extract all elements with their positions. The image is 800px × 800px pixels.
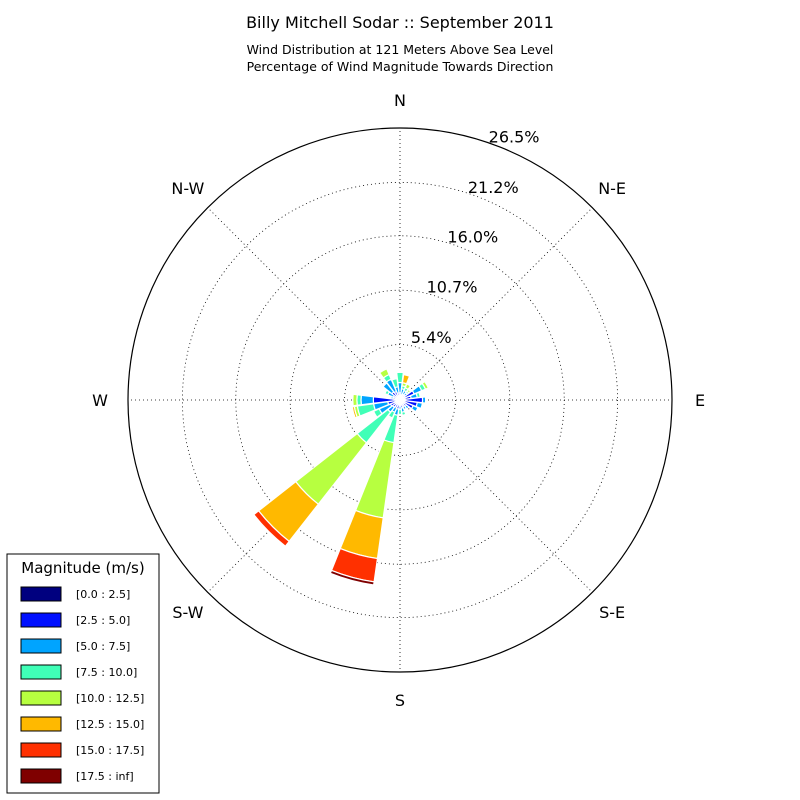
radial-tick-label-3: 21.2%	[468, 178, 519, 197]
grid-spoke-s-e	[399, 399, 593, 593]
legend-swatch-1	[20, 612, 62, 628]
legend: Magnitude (m/s) [0.0 : 2.5] [2.5 : 5.0] [5…	[6, 553, 160, 794]
wind-bar-dir270-bin2	[360, 394, 375, 406]
direction-label-n-w: N-W	[171, 179, 204, 198]
direction-label-s-e: S-E	[599, 603, 625, 622]
legend-label-7: [17.5 : inf]	[76, 770, 134, 783]
legend-title: Magnitude (m/s)	[21, 559, 144, 577]
wind-bar-dir255-bin5	[351, 405, 358, 419]
legend-label-4: [10.0 : 12.5]	[76, 692, 144, 705]
legend-swatch-0	[20, 586, 62, 602]
legend-swatch-5	[20, 716, 62, 732]
radial-tick-label-1: 10.7%	[427, 278, 478, 297]
legend-swatch-6	[20, 742, 62, 758]
wind-bar-dir0-bin4	[395, 370, 405, 374]
legend-swatch-3	[20, 664, 62, 680]
legend-items: [0.0 : 2.5] [2.5 : 5.0] [5.0 : 7.5] [7.5 : …	[20, 586, 144, 784]
grid-ring-0	[344, 344, 456, 456]
grid-spoke-n-w	[207, 207, 401, 401]
direction-label-w: W	[92, 391, 108, 410]
grid-spoke-n-e	[399, 207, 593, 401]
direction-label-n: N	[394, 91, 406, 110]
wind-bar-dir240-bin3	[372, 408, 383, 419]
wind-bar-dir165-bin3	[401, 410, 407, 416]
direction-label-s-w: S-W	[172, 603, 203, 622]
wind-bar-dir30-bin4	[404, 383, 412, 391]
legend-swatch-4	[20, 690, 62, 706]
direction-label-n-e: N-E	[598, 179, 626, 198]
wind-bar-dir345-bin3	[391, 377, 399, 389]
grid-ring-1	[289, 289, 511, 511]
chart-subtitle-line-1: Wind Distribution at 121 Meters Above Se…	[247, 42, 554, 57]
wind-bars	[252, 368, 430, 586]
radial-tick-label-0: 5.4%	[411, 328, 452, 347]
wind-bar-dir270-bin4	[352, 393, 358, 407]
legend-label-6: [15.0 : 17.5]	[76, 744, 144, 757]
direction-label-s: S	[395, 691, 405, 710]
legend-label-5: [12.5 : 15.0]	[76, 718, 144, 731]
wind-bar-dir60-bin4	[421, 380, 430, 390]
wind-bar-dir255-bin3	[356, 403, 377, 417]
direction-label-e: E	[695, 391, 705, 410]
legend-swatch-2	[20, 638, 62, 654]
legend-label-1: [2.5 : 5.0]	[76, 614, 130, 627]
wind-bar-dir225-bin6	[252, 509, 291, 548]
radial-tick-labels: 5.4% 10.7% 16.0% 21.2% 26.5%	[411, 128, 540, 347]
radial-tick-label-2: 16.0%	[447, 227, 498, 246]
direction-labels: N N-E E S-E S S-W W N-W	[92, 91, 705, 710]
wind-bar-dir135-bin2	[404, 404, 410, 410]
legend-swatch-7	[20, 768, 62, 784]
wind-bar-dir15-bin5	[401, 373, 411, 385]
wind-bar-dir195-bin4	[354, 439, 395, 519]
legend-label-0: [0.0 : 2.5]	[76, 588, 130, 601]
wind-bar-dir90-bin2	[421, 396, 427, 404]
wind-bar-dir120-bin2	[410, 404, 419, 413]
radial-tick-label-4: 26.5%	[489, 128, 540, 147]
wind-bar-dir330-bin4	[378, 368, 390, 379]
wind-bar-dir195-bin7	[329, 569, 375, 586]
chart-title: Billy Mitchell Sodar :: September 2011	[246, 13, 554, 32]
legend-label-2: [5.0 : 7.5]	[76, 640, 130, 653]
grid-ring-3	[181, 181, 619, 619]
legend-label-3: [7.5 : 10.0]	[76, 666, 137, 679]
polar-frame	[127, 127, 673, 673]
chart-subtitle-line-2: Percentage of Wind Magnitude Towards Dir…	[247, 59, 554, 74]
